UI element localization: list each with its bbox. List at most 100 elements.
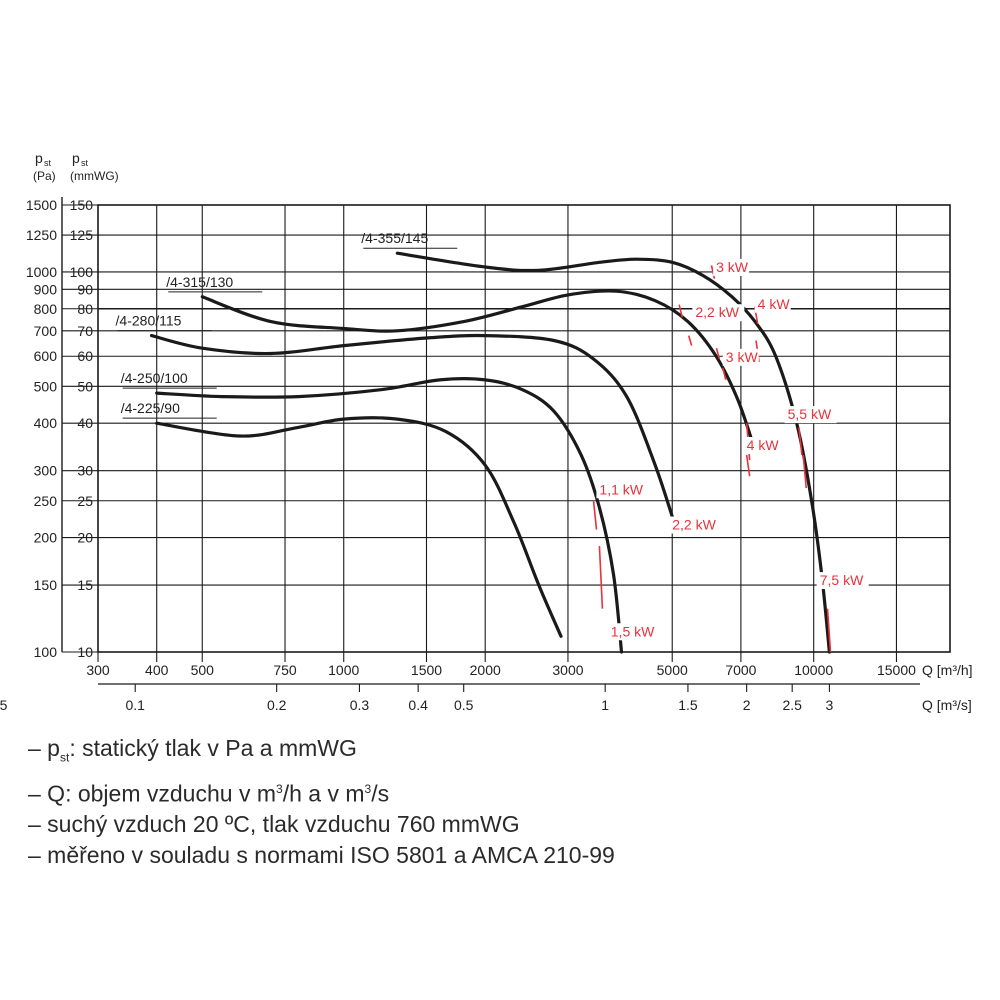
m3s-tick-label: 1 [601,697,609,713]
m3s-tick-label: 2.5 [782,697,802,713]
y-tick-label-mmwg: 40 [77,415,93,431]
y-tick-label-pa: 700 [34,323,58,339]
power-marker [592,500,598,530]
x-tick-label-m3h: 3000 [552,662,583,678]
power-annotation: 3 kW [726,349,759,365]
annotation-background [692,304,745,322]
x-tick-label-m3h: 2000 [470,662,501,678]
annotation-background [596,481,649,499]
grid [62,204,951,653]
fan-curves [149,251,831,654]
y-tick-label-pa: 200 [34,530,58,546]
y-axis-label-pa: p st(Pa) [33,150,56,183]
curve-label: /4-225/90 [121,400,180,416]
annotation-background [784,406,837,424]
power-marker [802,454,808,489]
chart-notes: – pst: statický tlak v Pa a mmWG – Q: ob… [28,733,615,871]
y-axis-subscript: st [81,158,89,168]
x-tick-label-m3h: 300 [86,662,110,678]
m3s-tick-label: 1.5 [678,697,698,713]
annotation-background [669,516,722,534]
x-tick-label-m3h: 5000 [657,662,688,678]
y-axis-unit: (Pa) [33,169,56,183]
y-tick-label-pa: 300 [34,463,58,479]
y-tick-label-pa: 1500 [26,197,57,213]
power-annotation: 1,5 kW [611,623,655,639]
m3s-tick-label: 0.4 [408,697,428,713]
axes: 1501500125125010010009090080800707006060… [0,150,973,713]
x-tick-label-m3h: 1000 [328,662,359,678]
y-tick-label-mmwg: 10 [77,644,93,660]
power-marker [745,454,751,477]
m3s-tick-label: 3 [826,697,834,713]
note-pst: – pst: statický tlak v Pa a mmWG [28,735,357,765]
x-axis-label-m3s: Q [m³/s] [922,697,972,713]
y-tick-label-mmwg: 60 [77,348,93,364]
annotation-background [743,436,780,454]
fan-curve [155,416,563,638]
curve-label: /4-280/115 [116,313,182,329]
note-conditions: – suchý vzduch 20 ºC, tlak vzduchu 760 m… [28,811,520,838]
power-annotation: 3 kW [716,259,749,275]
power-annotation: 4 kW [758,296,791,312]
y-tick-label-mmwg: 50 [77,378,93,394]
curve-label: /4-250/100 [121,370,188,386]
power-marker [721,367,727,381]
y-tick-label-mmwg: 20 [77,530,93,546]
curve-labels: /4-355/145/4-315/130/4-280/115/4-250/100… [116,230,458,419]
x-tick-label-m3h: 7000 [725,662,756,678]
fan-curve [149,333,678,532]
y-axis-label-mmwg: p st(mmWG) [70,150,119,183]
y-tick-label-mmwg: 70 [77,323,93,339]
power-annotation: 2,2 kW [695,304,739,320]
x-tick-label-m3h: 750 [273,662,297,678]
y-tick-label-pa: 250 [34,493,58,509]
power-annotation: 2,2 kW [672,517,716,533]
y-tick-label-mmwg: 15 [77,577,93,593]
x-tick-label-m3h: 10000 [794,662,833,678]
fan-curve [395,251,831,654]
y-tick-label-pa: 150 [34,577,58,593]
y-tick-label-mmwg: 80 [77,301,93,317]
m3s-tick-label: 0.2 [267,697,287,713]
y-axis-subscript: st [44,158,52,168]
fan-curve [200,289,757,452]
curve-label: /4-315/130 [166,274,233,290]
y-tick-label-mmwg: 90 [77,281,93,297]
x-tick-label-m3h: 500 [191,662,215,678]
y-tick-label-pa: 600 [34,348,58,364]
annotation-background [722,348,759,366]
m3s-tick-label: 0.05 [0,697,8,713]
power-marker [715,347,721,360]
y-tick-label-mmwg: 125 [70,227,94,243]
m3s-tick-label: 0.3 [350,697,370,713]
power-marker [798,427,803,456]
power-marker [710,265,716,279]
power-annotation: 1,1 kW [599,481,643,497]
x-tick-label-m3h: 1500 [411,662,442,678]
note-standards: – měřeno v souladu s normami ISO 5801 a … [28,842,615,869]
y-tick-label-pa: 100 [34,644,58,660]
y-tick-label-mmwg: 30 [77,463,93,479]
y-axis-symbol: p [35,150,43,166]
x-axis-label-m3h: Q [m³/h] [922,662,973,678]
power-marker [826,608,832,653]
power-annotations: 3 kW 2,2 kW 4 kW 3 kW 5,5 kW 4 kW 1,1 kW 2,2 kW… [592,258,869,653]
y-tick-label-mmwg: 150 [70,197,94,213]
y-tick-label-pa: 1000 [26,264,57,280]
power-marker [598,546,604,609]
m3s-tick-label: 2 [743,697,751,713]
y-tick-label-pa: 1250 [26,227,57,243]
power-marker [678,304,683,318]
x-tick-label-m3h: 400 [145,662,169,678]
m3s-tick-label: 0.1 [125,697,145,713]
power-annotation: 4 kW [747,437,780,453]
y-tick-label-pa: 900 [34,281,58,297]
y-axis-unit: (mmWG) [70,169,119,183]
y-tick-label-mmwg: 25 [77,493,93,509]
annotation-background [607,623,660,641]
power-marker [687,335,693,346]
power-annotation: 7,5 kW [820,572,864,588]
m3s-tick-label: 0.5 [454,697,474,713]
note-q: – Q: objem vzduchu v m3/h a v m3/s [28,780,390,807]
